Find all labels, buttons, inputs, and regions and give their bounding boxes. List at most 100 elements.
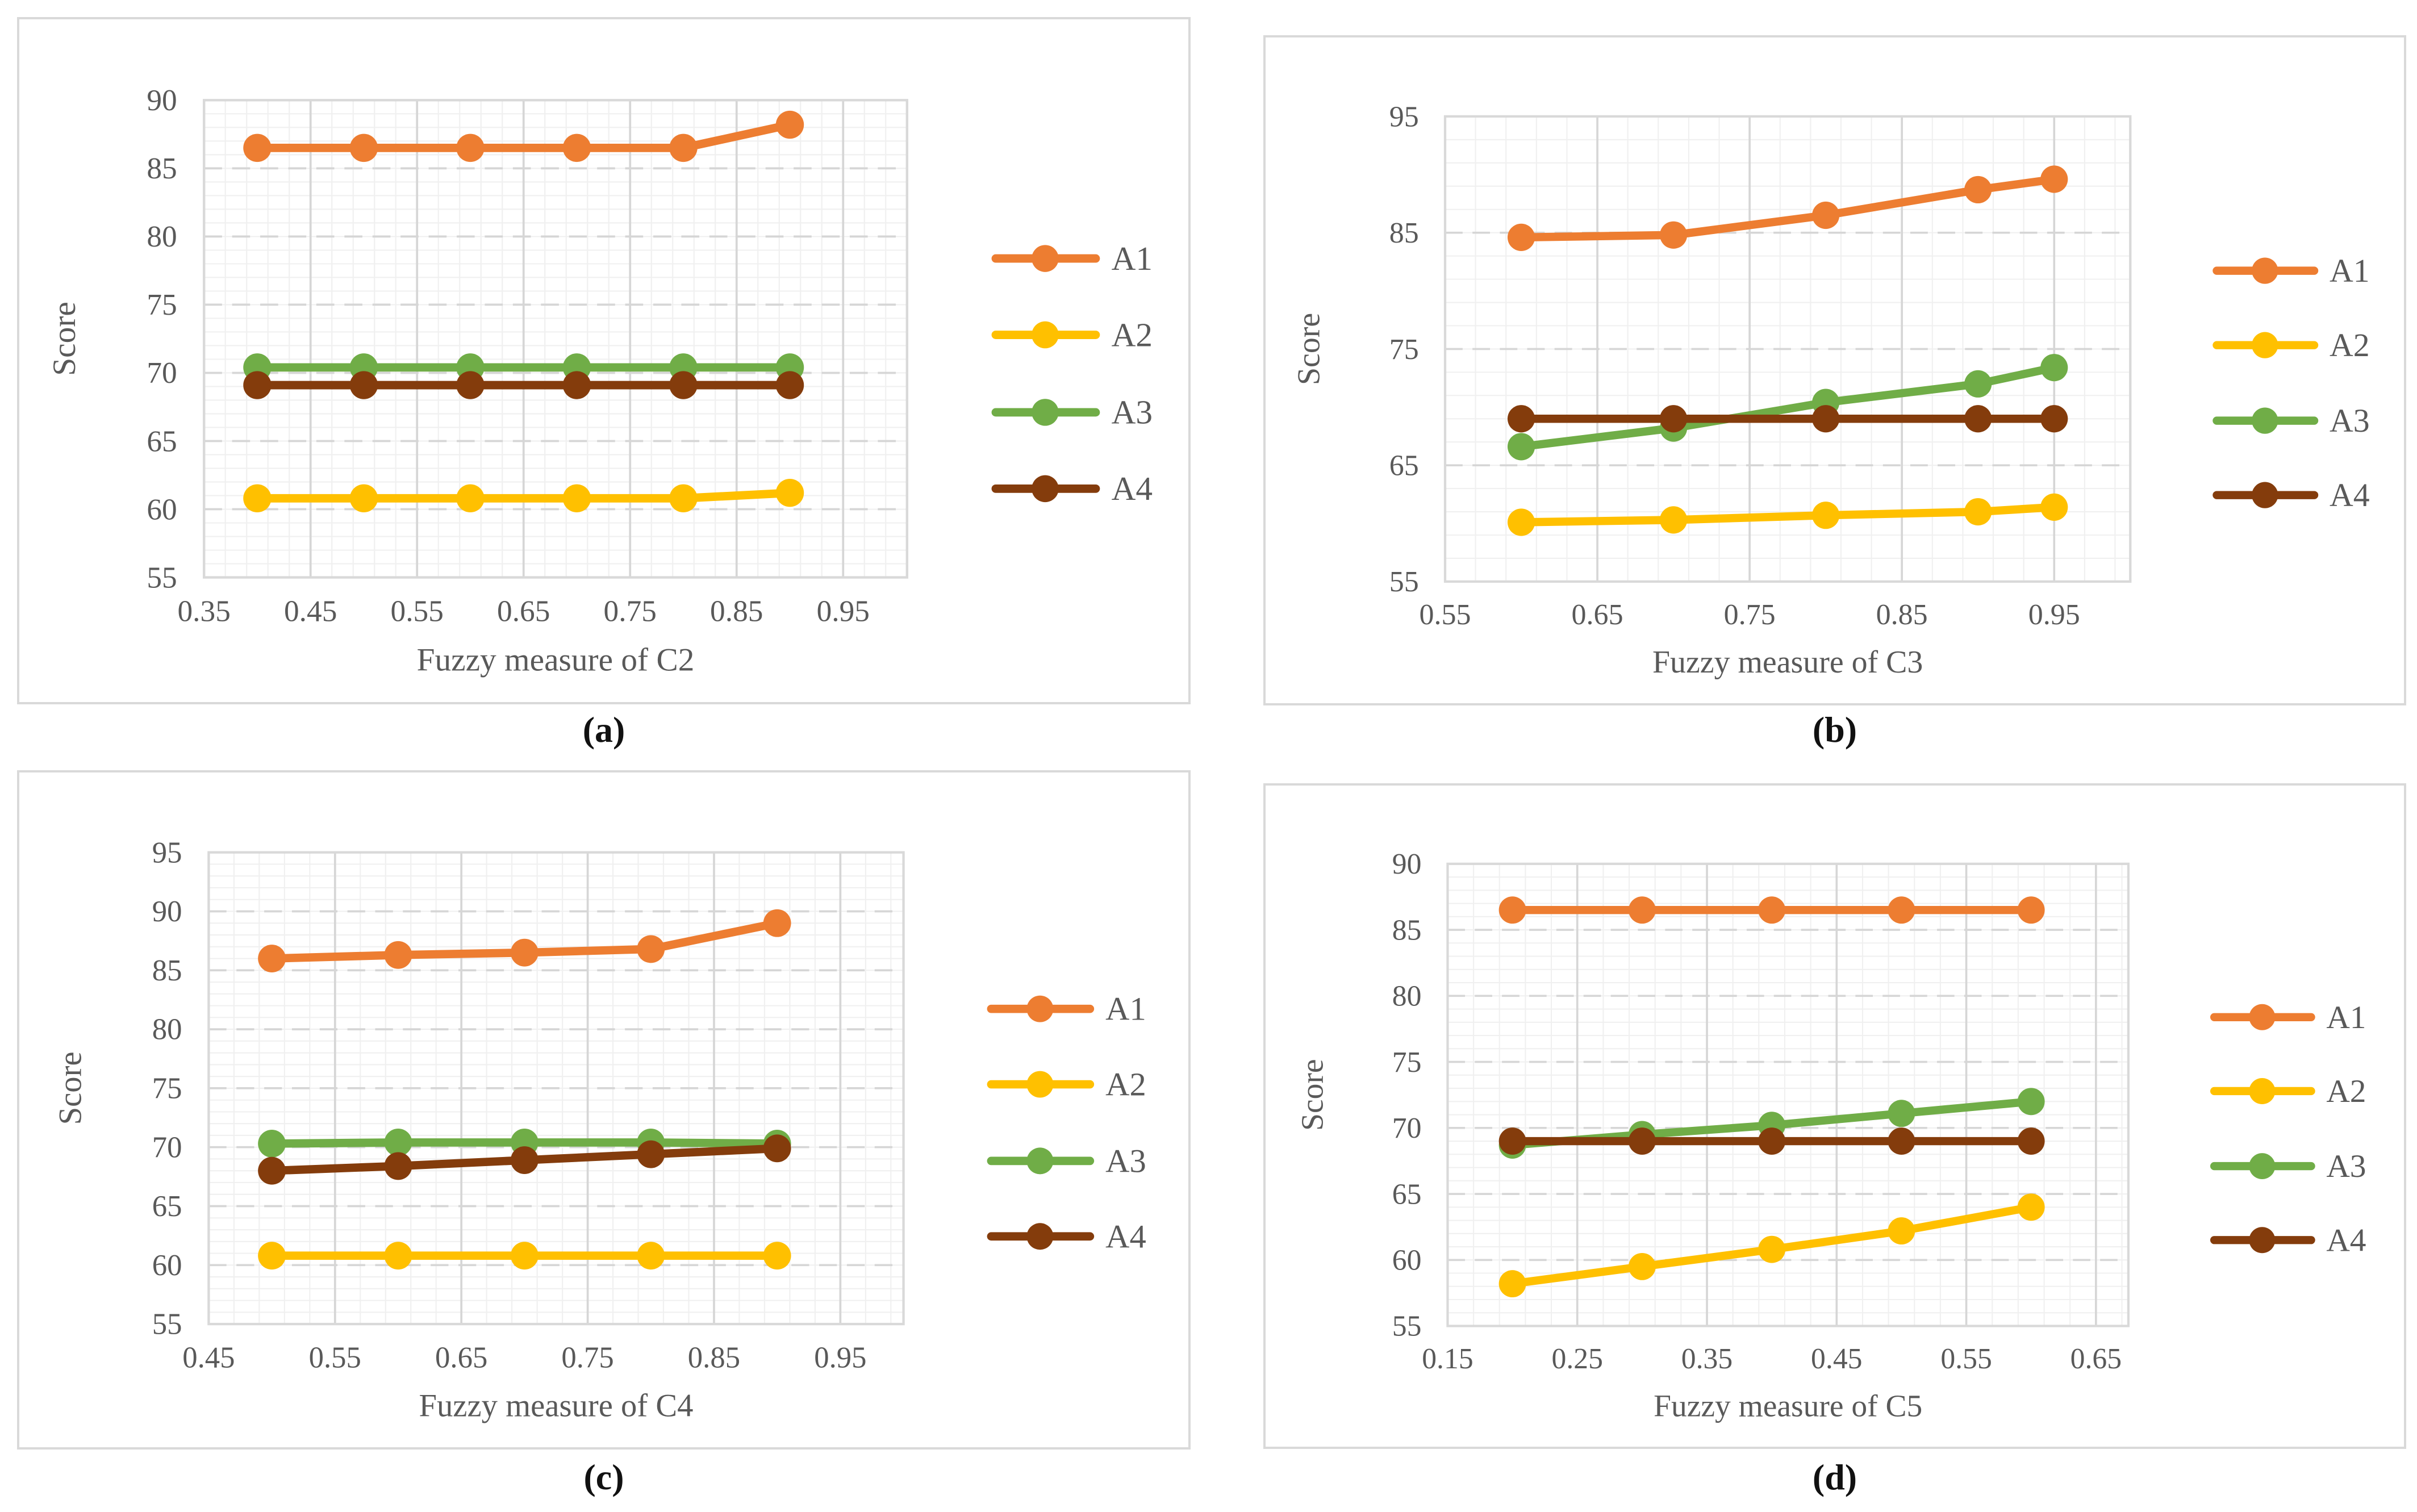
- legend-marker: [2252, 257, 2278, 284]
- y-tick-labels: 55 60 65 70 75 80 85 90: [1392, 848, 1422, 1343]
- series-A2-line: [253, 488, 794, 503]
- x-tick-label: 0.25: [1551, 1343, 1602, 1375]
- y-tick-label: 70: [152, 1131, 182, 1164]
- y-tick-label: 60: [1392, 1244, 1422, 1276]
- series-A2-marker: [456, 484, 485, 513]
- series-A4-marker: [562, 371, 591, 399]
- x-tick-label: 0.65: [497, 594, 550, 628]
- series-A3-marker: [2017, 1088, 2045, 1116]
- legend-marker: [2252, 407, 2278, 434]
- x-axis-title: Fuzzy measure of C4: [419, 1388, 693, 1423]
- x-tick-label: 0.45: [1811, 1343, 1862, 1375]
- legend-label: A4: [2330, 477, 2370, 513]
- y-tick-label: 70: [147, 356, 177, 390]
- x-tick-label: 0.65: [435, 1341, 487, 1374]
- series-A4-marker: [349, 371, 378, 399]
- series-A1-marker: [2040, 165, 2068, 193]
- series-A1-marker: [1628, 896, 1656, 924]
- x-tick-label: 0.95: [2028, 599, 2080, 631]
- caption-c: (c): [583, 1457, 624, 1497]
- x-tick-label: 0.95: [814, 1341, 866, 1374]
- legend-marker: [2249, 1077, 2276, 1104]
- x-tick-label: 0.45: [182, 1341, 235, 1374]
- series-A2-marker: [2017, 1193, 2045, 1221]
- caption-b: (b): [1812, 709, 1857, 750]
- series-A4-marker: [510, 1146, 538, 1174]
- y-tick-label: 75: [147, 287, 177, 321]
- series-A1-line: [253, 120, 794, 152]
- x-tick-labels: 0.45 0.55 0.65 0.75 0.85 0.95: [182, 1341, 866, 1374]
- legend-item-A2: A2: [2213, 327, 2370, 364]
- y-axis-title: Score: [1291, 313, 1326, 385]
- y-tick-label: 75: [1389, 333, 1419, 366]
- x-tick-label: 0.45: [284, 594, 337, 628]
- legend: A1 A2 A3 A4: [987, 991, 1146, 1255]
- y-tick-label: 85: [1392, 914, 1422, 946]
- series-A2-marker: [510, 1242, 538, 1270]
- x-tick-label: 0.75: [561, 1341, 613, 1374]
- series-A1-marker: [456, 133, 485, 162]
- x-axis-title: Fuzzy measure of C3: [1652, 645, 1923, 680]
- x-tick-label: 0.95: [817, 594, 870, 628]
- y-tick-labels: 55 60 65 70 75 80 85 90 95: [152, 836, 182, 1340]
- y-tick-label: 70: [1392, 1112, 1422, 1145]
- series-A4-marker: [384, 1152, 412, 1180]
- series-A4-marker: [775, 371, 804, 399]
- series-A4-marker: [763, 1134, 791, 1163]
- series-A2-marker: [243, 484, 272, 513]
- legend-item-A3: A3: [2213, 402, 2370, 439]
- legend-label: A1: [2326, 1000, 2366, 1035]
- y-tick-label: 55: [147, 560, 177, 594]
- series-A4-marker: [637, 1140, 665, 1168]
- y-tick-label: 80: [152, 1013, 182, 1046]
- y-tick-labels: 55 60 65 70 75 80 85 90: [147, 83, 177, 594]
- legend-label: A1: [1105, 991, 1146, 1028]
- chart-panel-a: 55 60 65 70 75 80 85 90 0.35 0.45 0.55 0.65 0.75 0.85…: [17, 17, 1191, 704]
- series-A2-marker: [1964, 498, 1992, 526]
- x-tick-label: 0.75: [1724, 599, 1776, 631]
- series-A2-marker: [1498, 1270, 1526, 1298]
- series-A4-marker: [1964, 405, 1992, 433]
- y-tick-label: 80: [1392, 980, 1422, 1013]
- x-tick-labels: 0.35 0.45 0.55 0.65 0.75 0.85 0.95: [178, 594, 870, 628]
- series-A4-marker: [1507, 405, 1535, 433]
- legend-label: A3: [2330, 402, 2370, 439]
- series-A3-marker: [2040, 354, 2068, 382]
- series-A4-marker: [243, 371, 272, 399]
- y-tick-label: 65: [1392, 1178, 1422, 1210]
- x-tick-label: 0.35: [1681, 1343, 1733, 1375]
- series-A2-marker: [775, 479, 804, 507]
- chart-panel-b: 55 65 75 85 95 0.55 0.65 0.75 0.85 0.95 Score Fuzzy…: [1263, 35, 2406, 705]
- series-A2-marker: [258, 1242, 286, 1270]
- series-A4-marker: [1498, 1127, 1526, 1155]
- legend-label: A3: [1105, 1142, 1146, 1179]
- y-tick-label: 85: [147, 151, 177, 185]
- plot-border: [1446, 862, 2130, 1327]
- y-tick-label: 80: [147, 219, 177, 253]
- series-A1-marker: [637, 935, 665, 963]
- series-A3-marker: [1964, 370, 1992, 398]
- series-A4-marker: [1758, 1127, 1786, 1155]
- legend-label: A1: [2330, 252, 2370, 289]
- plot-border: [203, 99, 908, 579]
- x-tick-label: 0.85: [710, 594, 763, 628]
- series-A4-marker: [456, 371, 485, 399]
- series-A2-marker: [562, 484, 591, 513]
- legend-marker: [1026, 1223, 1054, 1250]
- y-tick-label: 90: [1392, 848, 1422, 880]
- plot-border: [1443, 115, 2132, 583]
- series-A1-marker: [669, 133, 698, 162]
- x-tick-label: 0.35: [178, 594, 231, 628]
- series-A1-marker: [1888, 896, 1915, 924]
- y-tick-label: 55: [1392, 1310, 1422, 1343]
- x-tick-label: 0.55: [1940, 1343, 1992, 1375]
- legend-marker: [2252, 482, 2278, 508]
- legend: A1 A2 A3 A4: [2210, 1000, 2366, 1258]
- chart-panel-c: 55 60 65 70 75 80 85 90 95 0.45 0.55 0.65 0.75 0.85 0.…: [17, 770, 1191, 1450]
- series-A1-marker: [510, 938, 538, 967]
- legend: A1 A2 A3 A4: [991, 240, 1153, 507]
- series-A2-marker: [637, 1242, 665, 1270]
- legend-item-A4: A4: [2210, 1222, 2366, 1258]
- legend-item-A4: A4: [987, 1218, 1146, 1255]
